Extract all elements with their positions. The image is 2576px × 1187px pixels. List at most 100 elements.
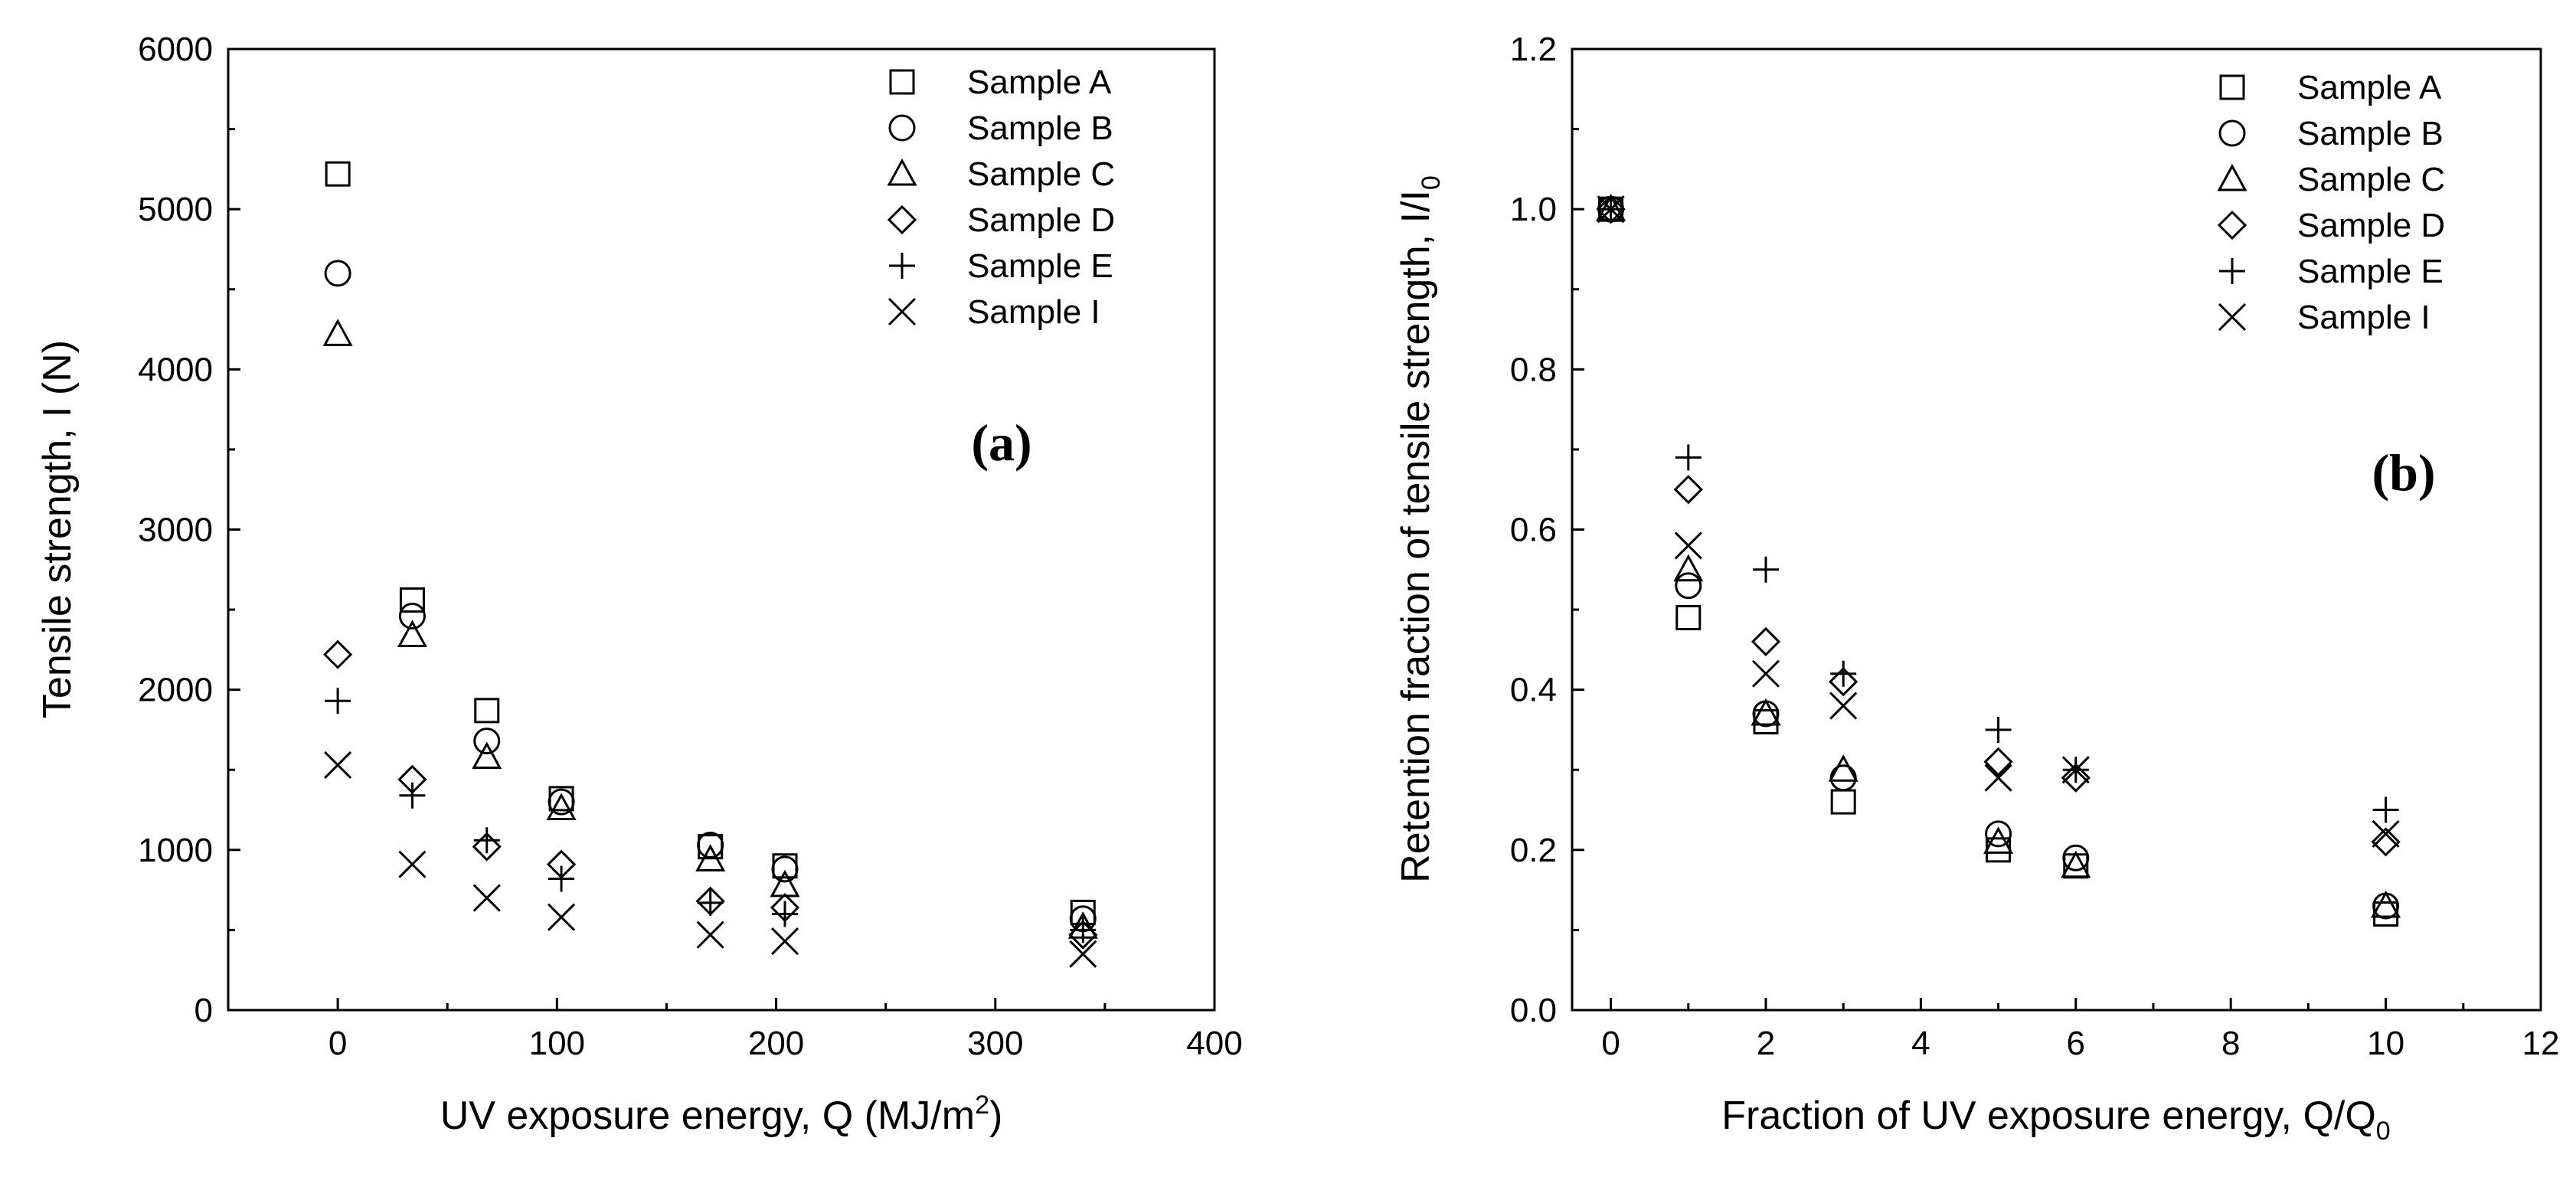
data-point-sample-c — [2371, 890, 2401, 918]
data-point-sample-e — [1985, 716, 2012, 743]
data-point-sample-e — [772, 901, 798, 927]
x-tick-label: 12 — [2522, 1025, 2560, 1062]
data-point-sample-b — [771, 855, 799, 883]
legend-label-sample-i: Sample I — [2297, 299, 2431, 336]
data-point-sample-c — [397, 620, 427, 648]
legend-marker-sample-a — [889, 69, 915, 95]
y-tick-label: 0.8 — [1510, 351, 1557, 388]
panel-label: (a) — [971, 414, 1031, 472]
x-axis-label: Fraction of UV exposure energy, Q/Q0 — [1721, 1094, 2390, 1146]
legend-label-sample-d: Sample D — [967, 201, 1115, 239]
x-tick-label: 2 — [1757, 1025, 1775, 1062]
data-point-sample-d — [1983, 747, 2013, 777]
legend-marker-sample-c — [887, 158, 917, 186]
legend-marker-sample-d — [887, 204, 917, 235]
data-point-sample-b — [324, 260, 351, 287]
y-axis-label: Retention fraction of tensile strength, … — [1394, 175, 1446, 883]
legend-marker-sample-e — [2219, 258, 2245, 284]
data-point-sample-c — [695, 844, 726, 871]
x-tick-label: 0 — [329, 1025, 347, 1062]
data-point-sample-c — [1983, 826, 2014, 854]
y-tick-label: 6000 — [138, 31, 213, 68]
legend-marker-sample-b — [2218, 119, 2246, 147]
legend-marker-sample-b — [888, 114, 916, 142]
data-point-sample-e — [548, 865, 575, 892]
data-point-sample-a — [1830, 789, 1856, 815]
x-axis-label: UV exposure energy, Q (MJ/m2) — [440, 1091, 1003, 1138]
data-point-sample-c — [1828, 754, 1858, 782]
data-point-sample-b — [548, 788, 575, 816]
data-point-sample-a — [1675, 605, 1702, 631]
data-point-sample-a — [474, 698, 500, 724]
data-point-sample-b — [398, 602, 426, 629]
legend-label-sample-c: Sample C — [967, 155, 1115, 193]
legend-label-sample-e: Sample E — [2297, 253, 2444, 290]
data-point-sample-e — [1675, 444, 1702, 471]
data-point-sample-c — [472, 741, 502, 770]
data-point-sample-b — [1985, 820, 2012, 848]
data-point-sample-i — [770, 927, 799, 956]
data-point-sample-e — [1070, 917, 1097, 943]
data-point-sample-b — [697, 832, 724, 859]
legend-marker-sample-i — [2218, 302, 2247, 332]
y-axis-label: Tensile strength, I (N) — [35, 340, 80, 718]
legend-label-sample-a: Sample A — [967, 64, 1112, 101]
y-tick-label: 0.4 — [1510, 672, 1557, 709]
data-points — [322, 161, 1098, 968]
data-point-sample-i — [696, 920, 724, 949]
legend: Sample A Sample B Sample C Sample D Sample E… — [887, 64, 1115, 331]
data-point-sample-c — [546, 793, 577, 820]
data-point-sample-b — [2062, 844, 2090, 871]
data-point-sample-c — [2061, 850, 2091, 878]
data-point-sample-a — [399, 587, 425, 613]
data-point-sample-d — [1829, 667, 1858, 697]
data-point-sample-d — [1673, 475, 1703, 505]
data-point-sample-b — [473, 728, 501, 755]
y-tick-label: 0.2 — [1510, 832, 1557, 869]
y-tick-label: 1000 — [138, 832, 213, 869]
y-tick-label: 0.0 — [1510, 992, 1557, 1029]
x-tick-label: 6 — [2067, 1025, 2085, 1062]
legend-marker-sample-c — [2217, 163, 2247, 191]
axis-ticks: 0 2 4 6 8 10 12 0.0 0.2 0.4 0.6 0.8 1.0 1.2 — [1510, 31, 2560, 1062]
data-point-sample-i — [1984, 764, 2012, 792]
chart-panel-b: 0 2 4 6 8 10 120.00.20.40.60.81.01.2 Sample AS… — [1394, 31, 2559, 1146]
y-tick-label: 0 — [195, 992, 213, 1029]
data-point-sample-i — [1069, 940, 1097, 968]
legend-label-sample-b: Sample B — [967, 110, 1113, 147]
legend-marker-sample-d — [2217, 210, 2247, 240]
x-tick-label: 400 — [1186, 1025, 1242, 1062]
data-point-sample-e — [2372, 796, 2399, 823]
data-point-sample-d — [472, 832, 502, 862]
panel-label: (b) — [2372, 443, 2435, 502]
data-points — [1596, 194, 2401, 927]
x-tick-label: 200 — [748, 1025, 804, 1062]
legend-label-sample-c: Sample C — [2297, 161, 2445, 198]
data-point-sample-i — [472, 884, 501, 912]
legend-label-sample-a: Sample A — [2297, 69, 2442, 106]
data-point-sample-e — [473, 827, 500, 854]
x-tick-label: 300 — [967, 1025, 1023, 1062]
data-point-sample-i — [547, 903, 576, 931]
y-tick-label: 2000 — [138, 672, 213, 709]
data-point-sample-d — [322, 639, 353, 669]
legend-marker-sample-i — [888, 297, 917, 326]
legend-label-sample-i: Sample I — [967, 293, 1100, 331]
legend-marker-sample-e — [889, 253, 915, 279]
data-point-sample-e — [399, 782, 426, 809]
data-point-sample-i — [2372, 819, 2400, 848]
y-tick-label: 0.6 — [1510, 512, 1557, 549]
data-point-sample-i — [1829, 692, 1858, 720]
y-tick-label: 4000 — [138, 351, 213, 388]
legend-label-sample-d: Sample D — [2297, 207, 2445, 244]
x-tick-label: 100 — [529, 1025, 585, 1062]
legend: Sample A Sample B Sample C Sample D Sample E… — [2217, 69, 2445, 336]
data-point-sample-b — [2372, 892, 2400, 920]
data-point-sample-e — [1830, 660, 1857, 687]
x-tick-label: 4 — [1911, 1025, 1930, 1062]
data-point-sample-c — [322, 319, 353, 346]
data-point-sample-b — [1675, 572, 1702, 600]
legend-marker-sample-a — [2219, 74, 2245, 100]
